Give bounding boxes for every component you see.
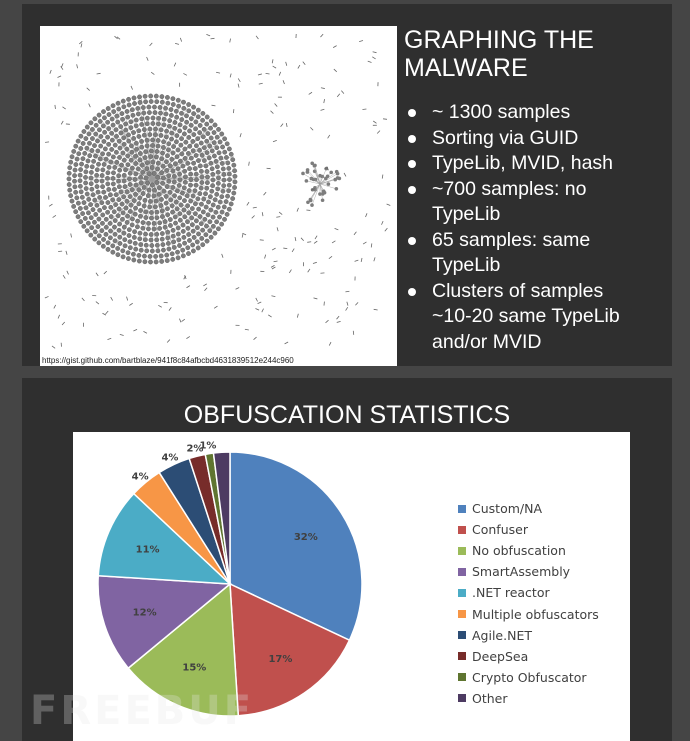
pie-slice <box>97 492 233 585</box>
legend-label: DeepSea <box>472 648 529 664</box>
legend-item: .NET reactor <box>458 582 599 603</box>
pie-slice-label: 4% <box>132 471 149 482</box>
bullet-item: TypeLib, MVID, hash <box>406 151 668 177</box>
pie-slice-label: 17% <box>268 654 292 665</box>
malware-graph-image <box>40 26 397 356</box>
legend-label: Agile.NET <box>472 627 532 643</box>
bullet-item: Clusters of samples ~10-20 same TypeLib … <box>406 279 668 356</box>
legend-item: Custom/NA <box>458 498 599 519</box>
chart-panel: 32% 17% 15% 12% 11% 4% 4% 2% 1% Custom/NA Confuse… <box>73 432 630 741</box>
bullet-text: Clusters of samples <box>432 279 604 302</box>
pie-chart: 32% 17% 15% 12% 11% 4% 4% 2%1% <box>97 441 363 717</box>
bullet-text: 65 samples: same <box>432 228 591 251</box>
bullet-icon <box>408 236 416 245</box>
slide-obfuscation-statistics: OBFUSCATION STATISTICS 32% 17% 15% 12% 11% 4%… <box>22 378 672 741</box>
pie-slice <box>229 582 351 717</box>
slide-title: GRAPHING THE MALWARE <box>404 26 664 82</box>
bullet-item: 65 samples: same TypeLib <box>406 228 668 279</box>
legend-label: Custom/NA <box>472 501 543 517</box>
bullet-icon <box>408 185 416 194</box>
bullet-icon <box>408 160 416 168</box>
pie-slice-label: 15% <box>182 662 206 673</box>
pie-slice-label: 4% <box>161 452 178 463</box>
pie-slice-label: 12% <box>133 608 157 619</box>
legend-swatch <box>458 652 466 661</box>
legend-item: Crypto Obfuscator <box>458 667 599 688</box>
legend-item: No obfuscation <box>458 540 599 561</box>
pie-slice-label: 32% <box>294 532 318 543</box>
legend-label: Crypto Obfuscator <box>472 669 587 685</box>
legend-swatch <box>458 546 466 555</box>
bullet-text: ~10-20 same TypeLib <box>432 305 620 327</box>
bullet-item: ~700 samples: no TypeLib <box>406 177 668 228</box>
bullet-text: and/or MVID <box>432 330 542 353</box>
legend-label: Other <box>472 690 508 706</box>
bullet-text: TypeLib, MVID, hash <box>432 152 614 174</box>
bullet-item: Sorting via GUID <box>406 126 668 152</box>
network-graph <box>44 33 391 349</box>
legend-swatch <box>458 610 466 619</box>
legend-label: .NET reactor <box>472 585 550 601</box>
pie-slice <box>229 451 363 642</box>
bullet-text: Sorting via GUID <box>432 126 579 149</box>
legend-swatch <box>458 694 466 703</box>
slide-title-line-2: MALWARE <box>404 54 528 82</box>
legend-swatch <box>458 673 466 682</box>
legend-item: SmartAssembly <box>458 561 599 582</box>
legend-item: Multiple obfuscators <box>458 603 599 624</box>
bullet-text: ~700 samples: no <box>432 177 587 200</box>
legend-item: DeepSea <box>458 646 599 667</box>
bullet-icon <box>408 134 416 143</box>
pie-slice-label: 2% <box>186 443 203 454</box>
legend-label: No obfuscation <box>472 543 566 559</box>
legend-swatch <box>458 588 466 597</box>
bullet-text: ~ 1300 samples <box>432 101 571 123</box>
legend-label: Confuser <box>472 522 528 538</box>
slide-graphing-malware: https://gist.github.com/bartblaze/941f8c… <box>22 4 672 366</box>
slide-title: OBFUSCATION STATISTICS <box>183 401 511 429</box>
chart-legend: Custom/NA Confuser No obfuscation SmartAsse… <box>458 498 599 709</box>
legend-label: Multiple obfuscators <box>472 606 599 622</box>
legend-label: SmartAssembly <box>472 564 571 580</box>
pie-slice <box>97 574 232 670</box>
pie-slice-label: 11% <box>136 544 160 555</box>
legend-swatch <box>458 525 466 534</box>
bullet-icon <box>408 109 416 117</box>
slide-title-line-1: GRAPHING THE <box>404 26 594 54</box>
pie-slice <box>127 582 240 717</box>
image-source-caption: https://gist.github.com/bartblaze/941f8c… <box>40 355 397 366</box>
bullet-text: TypeLib <box>432 203 501 225</box>
legend-item: Agile.NET <box>458 625 599 646</box>
legend-swatch <box>458 567 466 576</box>
legend-swatch <box>458 631 466 640</box>
pie-slice <box>212 451 231 585</box>
legend-swatch <box>458 504 466 513</box>
legend-item: Other <box>458 688 599 709</box>
bullet-list: ~ 1300 samples Sorting via GUID TypeLib,… <box>406 100 668 355</box>
bullet-item: ~ 1300 samples <box>406 100 668 126</box>
watermark: FREEBUF <box>30 688 255 734</box>
legend-item: Confuser <box>458 519 599 540</box>
bullet-text: TypeLib <box>432 254 501 276</box>
pie-slice-label: 1% <box>199 441 216 452</box>
bullet-icon <box>408 287 416 296</box>
